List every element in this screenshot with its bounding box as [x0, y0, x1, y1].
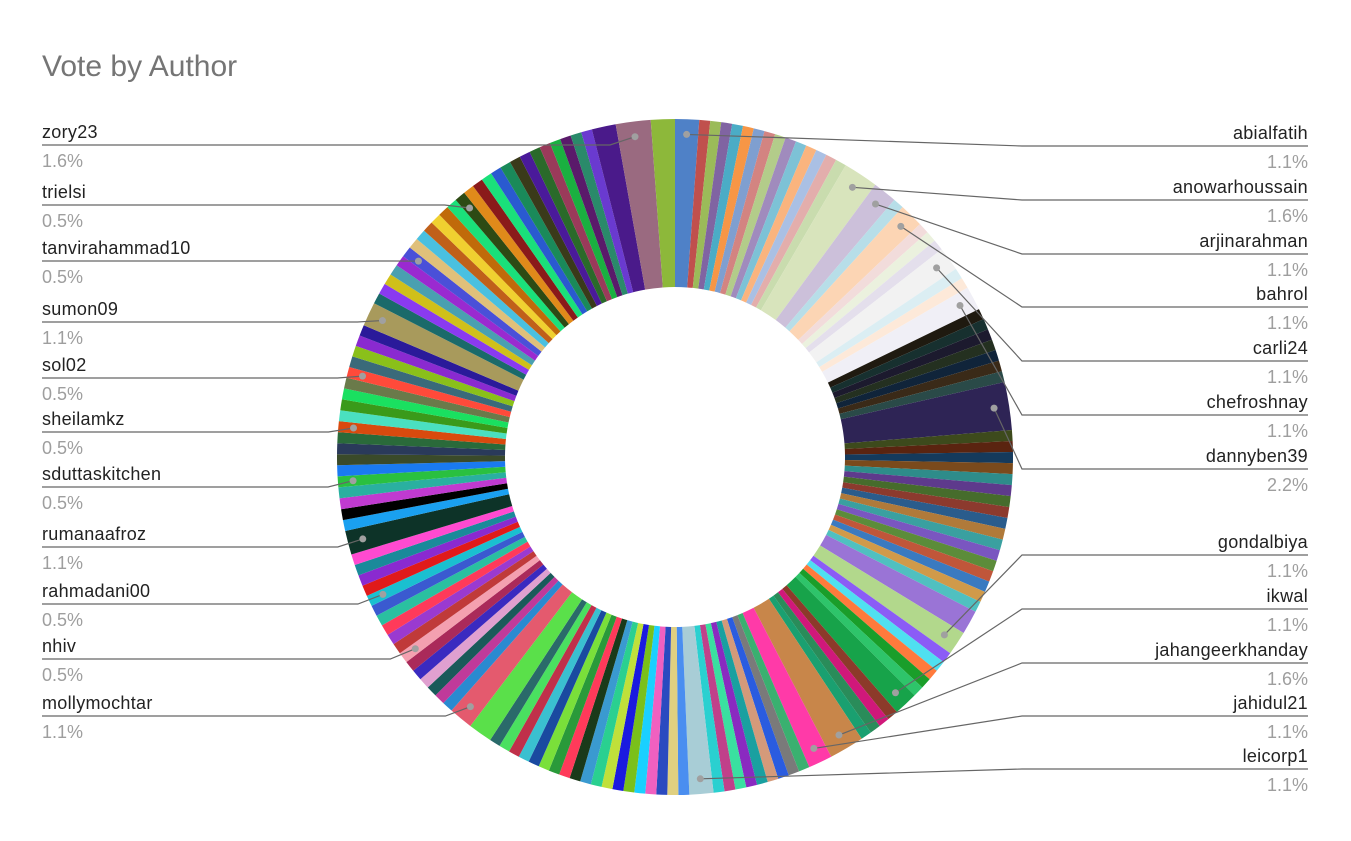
leader-dot: [379, 317, 386, 324]
slice-name: gondalbiya: [1218, 532, 1309, 552]
slice-percent: 0.5%: [42, 610, 83, 630]
slice-percent: 1.1%: [1267, 421, 1308, 441]
leader-dot: [379, 591, 386, 598]
slice-percent: 1.1%: [1267, 722, 1308, 742]
slice-name: anowarhoussain: [1173, 177, 1308, 197]
slice-name: zory23: [42, 122, 98, 142]
slice-percent: 1.1%: [1267, 775, 1308, 795]
slice-name: bahrol: [1256, 284, 1308, 304]
slices: [337, 119, 1013, 795]
chart-title: Vote by Author: [42, 50, 237, 83]
leader-line: [42, 321, 382, 322]
slice-percent: 1.6%: [42, 151, 83, 171]
leader-dot: [632, 133, 639, 140]
slice-percent: 0.5%: [42, 384, 83, 404]
leader-dot: [991, 405, 998, 412]
leader-dot: [941, 631, 948, 638]
slice-percent: 1.1%: [42, 328, 83, 348]
slice-name: rumanaafroz: [42, 524, 146, 544]
leader-dot: [412, 645, 419, 652]
slice-name: jahangeerkhanday: [1154, 640, 1308, 660]
slice-name: arjinarahman: [1199, 231, 1308, 251]
slice-name: rahmadani00: [42, 581, 150, 601]
leader-line: [42, 649, 415, 659]
slice-name: abialfatih: [1233, 123, 1308, 143]
leader-dot: [933, 264, 940, 271]
slice-percent: 0.5%: [42, 665, 83, 685]
slice-name: mollymochtar: [42, 693, 153, 713]
slice-percent: 1.1%: [42, 553, 83, 573]
slice-name: ikwal: [1266, 586, 1308, 606]
slice-percent: 1.1%: [1267, 615, 1308, 635]
slice-percent: 0.5%: [42, 267, 83, 287]
slice-percent: 1.1%: [42, 722, 83, 742]
leader-dot: [892, 689, 899, 696]
slice-name: chefroshnay: [1207, 392, 1308, 412]
leader-dot: [415, 258, 422, 265]
leader-dot: [872, 201, 879, 208]
leader-line: [944, 555, 1308, 635]
slice-name: sduttaskitchen: [42, 464, 161, 484]
leader-dot: [350, 477, 357, 484]
slice-percent: 0.5%: [42, 493, 83, 513]
slice-name: carli24: [1253, 338, 1308, 358]
leader-line: [42, 376, 363, 378]
leader-dot: [350, 425, 357, 432]
slice-percent: 2.2%: [1267, 475, 1308, 495]
slice-name: dannyben39: [1206, 446, 1308, 466]
slice-name: trielsi: [42, 182, 86, 202]
slice-name: nhiv: [42, 636, 76, 656]
slice-name: jahidul21: [1232, 693, 1308, 713]
leader-dot: [835, 732, 842, 739]
slice-percent: 0.5%: [42, 438, 83, 458]
leader-dot: [697, 775, 704, 782]
leader-line: [814, 716, 1308, 748]
slice-name: sheilamkz: [42, 409, 125, 429]
slice-percent: 1.1%: [1267, 152, 1308, 172]
leader-dot: [957, 302, 964, 309]
slice-name: sumon09: [42, 299, 118, 319]
leader-line: [42, 137, 635, 145]
slice-percent: 1.1%: [1267, 260, 1308, 280]
leader-line: [42, 205, 470, 208]
leader-dot: [466, 205, 473, 212]
leader-dot: [849, 184, 856, 191]
leader-dot: [359, 535, 366, 542]
slice-percent: 1.1%: [1267, 561, 1308, 581]
leader-dot: [467, 703, 474, 710]
leader-dot: [897, 223, 904, 230]
slice-percent: 0.5%: [42, 211, 83, 231]
slice-percent: 1.1%: [1267, 367, 1308, 387]
slice-name: tanvirahammad10: [42, 238, 191, 258]
slice-percent: 1.6%: [1267, 206, 1308, 226]
slice-name: sol02: [42, 355, 87, 375]
slice-percent: 1.1%: [1267, 313, 1308, 333]
slice-percent: 1.6%: [1267, 669, 1308, 689]
leader-dot: [810, 745, 817, 752]
leader-dot: [683, 131, 690, 138]
slice-name: leicorp1: [1243, 746, 1308, 766]
leader-dot: [359, 373, 366, 380]
